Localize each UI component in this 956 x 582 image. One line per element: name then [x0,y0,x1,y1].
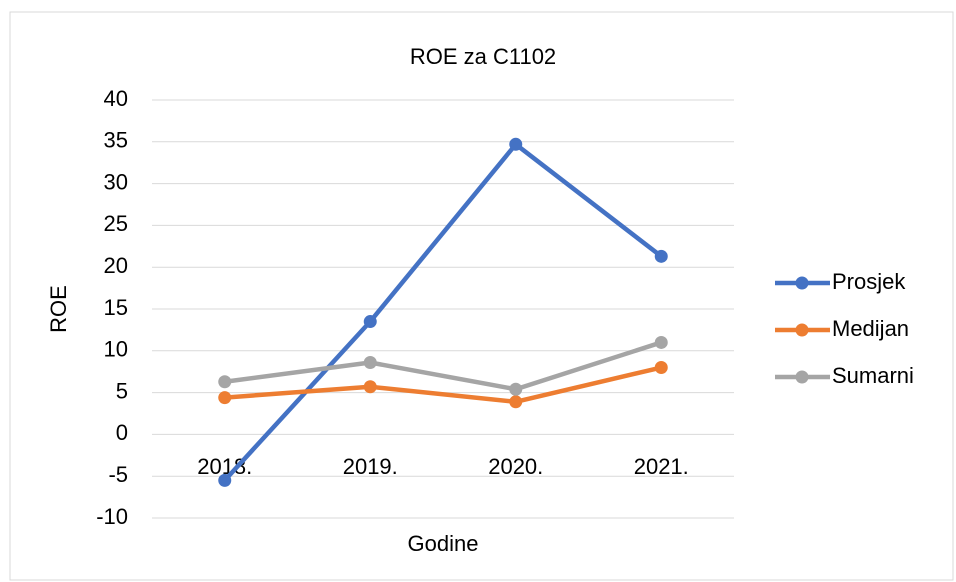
data-point [363,315,377,329]
y-tick-label: 0 [116,420,128,445]
y-tick-label: 25 [104,211,128,236]
legend-marker [795,370,809,384]
y-tick-label: 15 [104,295,128,320]
chart-border [9,11,954,581]
series-line [224,365,662,405]
chart-title: ROE za C1102 [410,44,556,69]
data-point [218,375,232,389]
y-tick-label: 35 [104,128,128,153]
x-tick-label: 2019. [343,454,398,479]
data-point [218,473,232,487]
data-point [218,391,232,405]
data-point [363,356,377,370]
x-axis-label: Godine [408,531,479,556]
y-tick-label: 20 [104,253,128,278]
data-point [509,395,523,409]
data-point [509,382,523,396]
legend-label: Prosjek [832,269,906,294]
y-axis-label: ROE [46,285,71,333]
data-point [363,380,377,394]
legend-label: Medijan [832,316,909,341]
y-tick-label: -10 [96,504,128,529]
data-point [509,137,523,151]
series-line [224,340,662,392]
legend-label: Sumarni [832,363,914,388]
y-tick-label: 5 [116,378,128,403]
data-point [654,361,668,375]
data-point [654,335,668,349]
y-tick-label: 40 [104,86,128,111]
series-line [223,142,663,482]
data-point [654,249,668,263]
x-tick-label: 2020. [488,454,543,479]
legend-marker [795,323,809,337]
x-tick-label: 2021. [634,454,689,479]
y-tick-label: 10 [104,337,128,362]
y-tick-label: -5 [108,462,128,487]
y-tick-label: 30 [104,169,128,194]
legend-marker [795,276,809,290]
